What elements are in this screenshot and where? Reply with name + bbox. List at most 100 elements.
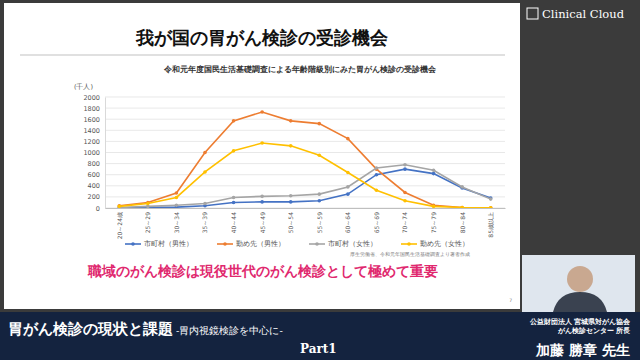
series-point — [403, 191, 407, 195]
series-point — [460, 206, 464, 208]
presenter-photo — [522, 255, 635, 312]
series-point — [232, 149, 236, 153]
series-point — [375, 173, 379, 177]
series-point — [432, 205, 436, 208]
y-axis-line — [105, 98, 106, 209]
x-tick: 65～69 — [373, 208, 380, 233]
logo: Clinical Cloud — [527, 7, 625, 21]
series-point — [175, 191, 179, 195]
y-tick-label: 2000 — [83, 94, 100, 102]
y-tick: 1400 — [83, 127, 105, 135]
x-tick: 85歳以上 — [487, 208, 494, 238]
grid-line — [105, 174, 505, 175]
series-point — [317, 122, 321, 126]
highlight-text: 職域のがん検診は現役世代のがん検診として極めて重要 — [87, 263, 438, 279]
series-point — [232, 196, 236, 200]
slide — [4, 3, 520, 309]
x-tick: 30～34 — [173, 208, 180, 233]
y-tick: 1200 — [83, 138, 105, 146]
series-point — [289, 119, 293, 123]
grid-line — [105, 185, 505, 186]
x-tick-label: 80～84 — [459, 212, 466, 233]
x-tick-label: 60～64 — [344, 212, 351, 233]
grid-line — [105, 108, 505, 109]
y-tick: 1600 — [83, 116, 105, 124]
x-tick-label: 70～74 — [401, 212, 408, 233]
series-point — [203, 202, 207, 206]
plot-area — [117, 110, 492, 208]
banner — [0, 312, 640, 360]
series-point — [260, 141, 264, 145]
series-point — [346, 192, 350, 196]
x-tick-label: 25～29 — [144, 212, 151, 233]
x-tick-label: 20～24歳 — [116, 212, 123, 239]
banner-title-main: 胃がん検診の現状と課題 — [8, 320, 173, 338]
x-axis-line — [106, 208, 506, 209]
presenter-affiliation: がん検診センター 所長 — [557, 326, 630, 335]
legend-item: 市町村（女性） — [309, 240, 377, 248]
series-point — [232, 201, 236, 205]
x-tick: 35～39 — [201, 208, 208, 233]
grid — [105, 97, 505, 208]
x-tick-label: 50～54 — [287, 212, 294, 233]
grid-line — [105, 152, 505, 153]
presenter-name: 加藤 勝章 先生 — [535, 342, 630, 358]
series-point — [403, 163, 407, 167]
banner-subtitle: -胃内視鏡検診を中心に- — [176, 325, 283, 336]
series-point — [260, 110, 264, 114]
x-tick: 60～64 — [344, 208, 351, 233]
series-point — [346, 171, 350, 175]
logo-icon — [527, 8, 538, 19]
series-point — [289, 194, 293, 198]
series-point — [375, 166, 379, 170]
legend-item: 勤め先（女性） — [401, 240, 469, 248]
series-point — [117, 204, 121, 208]
series-point — [146, 202, 150, 206]
series-point — [317, 199, 321, 203]
x-tick: 80～84 — [459, 208, 466, 233]
series-point — [489, 197, 493, 201]
series-point — [317, 192, 321, 196]
series-point — [203, 151, 207, 155]
series-point — [489, 206, 493, 208]
series-point — [260, 200, 264, 204]
series-point — [403, 167, 407, 171]
y-tick-label: 1000 — [83, 149, 100, 157]
slide-title: 我が国の胃がん検診の受診機会 — [135, 27, 389, 48]
series-line — [119, 169, 490, 208]
page-number: 7 — [509, 298, 512, 303]
x-tick: 55～59 — [316, 208, 323, 233]
y-tick: 2000 — [83, 94, 105, 102]
legend-item: 市町村（男性） — [125, 240, 193, 248]
series-point — [117, 205, 121, 208]
y-tick: 0 — [96, 205, 105, 213]
legend-marker — [407, 242, 411, 246]
series-point — [260, 195, 264, 199]
photo-body — [553, 292, 607, 312]
y-tick: 1800 — [83, 105, 105, 113]
grid-line — [105, 119, 505, 120]
chart-title: 令和元年度国民生活基礎調査による年齢階級別にみた胃がん検診の受診機会 — [163, 64, 437, 74]
y-axis: 0200400600800100012001400160018002000 — [83, 94, 105, 213]
x-tick: 25～29 — [144, 208, 151, 233]
series-line — [119, 165, 490, 208]
x-tick-label: 30～34 — [173, 212, 180, 233]
grid-line — [105, 97, 505, 98]
title-rule — [20, 55, 505, 56]
y-tick-label: 1400 — [83, 127, 100, 135]
x-tick: 50～54 — [287, 208, 294, 233]
series-point — [317, 153, 321, 157]
source-note: 厚生労働省、令和元年国民生活基礎調査より著者作成 — [350, 251, 470, 257]
series-line — [119, 112, 490, 208]
y-tick: 600 — [88, 171, 105, 179]
grid-line — [105, 141, 505, 142]
x-tick: 20～24歳 — [116, 208, 123, 239]
legend: 市町村（男性）勤め先（男性）市町村（女性）勤め先（女性） — [125, 240, 469, 248]
y-tick-label: 200 — [88, 193, 100, 201]
y-tick: 800 — [88, 160, 105, 168]
series-point — [403, 199, 407, 203]
x-tick-label: 75～79 — [430, 212, 437, 233]
series-point — [432, 172, 436, 176]
presenter-affiliation: 公益財団法人 宮城県対がん協会 — [529, 317, 631, 326]
x-tick-label: 35～39 — [201, 212, 208, 233]
